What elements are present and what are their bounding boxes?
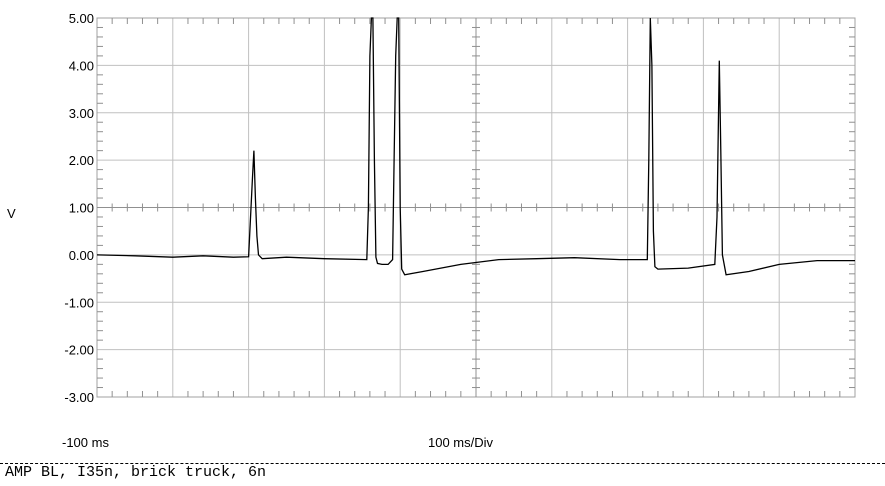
caption-divider	[0, 463, 885, 464]
y-tick-label: 4.00	[69, 58, 94, 73]
oscilloscope-chart: 5.004.003.002.001.000.00-1.00-2.00-3.00 …	[7, 11, 856, 450]
y-tick-label: -3.00	[64, 390, 94, 405]
y-axis-label: V	[7, 206, 16, 221]
y-tick-labels: 5.00 4.00 3.00 2.00 1.00 0.00 -1.00 -2.00 -3.00	[64, 11, 94, 405]
y-tick-label: 0.00	[69, 248, 94, 263]
y-tick-label: 1.00	[69, 201, 94, 216]
y-tick-label: -2.00	[64, 343, 94, 358]
ticks	[97, 18, 855, 397]
plot-frame	[96, 17, 856, 398]
x-start-label: -100 ms	[62, 435, 109, 450]
y-tick-label: -1.00	[64, 295, 94, 310]
y-tick-label: 2.00	[69, 153, 94, 168]
x-scale-label: 100 ms/Div	[428, 435, 494, 450]
caption: AMP BL, I35n, brick truck, 6n	[5, 464, 267, 481]
y-tick-label: 5.00	[69, 11, 94, 26]
signal-trace	[97, 17, 855, 276]
y-tick-label: 3.00	[69, 106, 94, 121]
